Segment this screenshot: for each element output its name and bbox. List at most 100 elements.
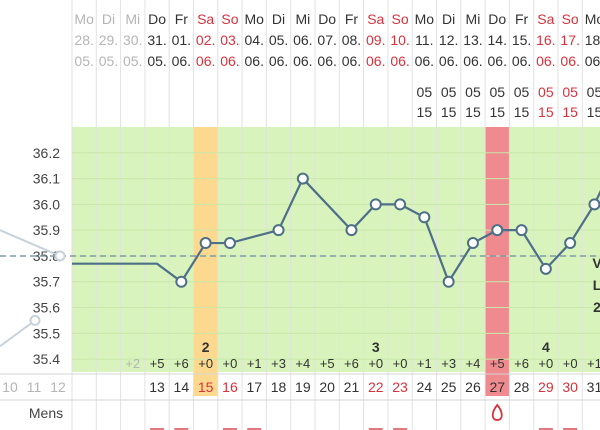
header-date: 18. (585, 32, 600, 48)
header-dow: Mo (415, 11, 435, 27)
temperature-point[interactable] (296, 172, 309, 185)
right-edge-label: L (593, 277, 600, 293)
header-column[interactable]: Di 05. 06. (269, 11, 288, 69)
cycle-day-label[interactable]: 31 (587, 379, 600, 395)
temperature-point[interactable] (199, 237, 212, 250)
temperature-point[interactable] (564, 237, 577, 250)
cycle-day-label[interactable]: 17 (246, 379, 262, 395)
header-column[interactable]: So 03. 06. (220, 11, 239, 69)
temperature-point[interactable] (491, 224, 504, 237)
header-column[interactable]: Sa 09. 06. (366, 11, 385, 69)
header-date: 02. (196, 32, 215, 48)
header-column[interactable]: Mo 04. 06. (245, 11, 265, 69)
header-column[interactable]: Di 12. 06. 05 15 (439, 11, 458, 120)
header-date: 03. (220, 32, 239, 48)
header-month: 05. (123, 53, 142, 69)
cycle-day-label[interactable]: 25 (441, 379, 457, 395)
header-column[interactable]: Di 29. 05. (99, 11, 118, 69)
header-column[interactable]: Mo 28. 05. (74, 11, 94, 69)
header-date: 07. (317, 32, 336, 48)
temperature-point[interactable] (369, 198, 382, 211)
header-date: 06. (293, 32, 312, 48)
header-month: 06. (439, 53, 458, 69)
header-column[interactable]: Fr 01. 06. (172, 11, 191, 69)
cycle-day-label[interactable]: 27 (489, 379, 505, 395)
y-tick-label: 35.9 (33, 222, 60, 238)
cycle-day-label[interactable]: 14 (174, 379, 190, 395)
cycle-day-label[interactable]: 18 (271, 379, 287, 395)
temperature-point[interactable] (418, 211, 431, 224)
cycle-day-label[interactable]: 16 (222, 379, 238, 395)
header-time: 05 (465, 84, 481, 100)
cycle-day-label[interactable]: 26 (465, 379, 481, 395)
temperature-point[interactable] (175, 275, 188, 288)
temperature-point[interactable] (345, 224, 358, 237)
cycle-day-label[interactable]: 22 (368, 379, 384, 395)
temperature-point[interactable] (588, 198, 600, 211)
header-column[interactable]: Mo 18. 06. 05 15 (585, 11, 600, 120)
temperature-point[interactable] (394, 198, 407, 211)
bottom-marker (222, 428, 237, 430)
day-offset-label: +6 (344, 356, 359, 371)
header-time: 15 (465, 104, 481, 120)
cycle-day-label[interactable]: 24 (417, 379, 433, 395)
header-date: 28. (74, 32, 93, 48)
temperature-point[interactable] (223, 237, 236, 250)
header-month: 06. (536, 53, 555, 69)
day-offset-label: +0 (368, 356, 383, 371)
header-date: 01. (172, 32, 191, 48)
header-date: 15. (512, 32, 531, 48)
header-month: 06. (342, 53, 361, 69)
header-column[interactable]: So 17. 06. 05 15 (560, 11, 579, 120)
header-column[interactable]: Do 14. 06. 05 15 (488, 11, 507, 120)
cycle-day-label[interactable]: 30 (562, 379, 578, 395)
header-column[interactable]: Fr 08. 06. (342, 11, 361, 69)
header-dow: So (221, 11, 238, 27)
temperature-point[interactable] (515, 224, 528, 237)
day-offset-label: +5 (150, 356, 165, 371)
header-month: 06. (245, 53, 264, 69)
temperature-point[interactable] (442, 275, 455, 288)
cycle-day-label[interactable]: 20 (319, 379, 335, 395)
day-offset-label: +0 (563, 356, 578, 371)
header-month: 06. (172, 53, 191, 69)
header-column[interactable]: Fr 15. 06. 05 15 (512, 11, 531, 120)
column-highlight-period-marker[interactable] (485, 127, 510, 396)
header-column[interactable]: Do 31. 05. (147, 11, 166, 69)
header-dow: Fr (345, 11, 359, 27)
header-column[interactable]: Mi 06. 06. (293, 11, 312, 69)
temperature-point[interactable] (272, 224, 285, 237)
y-tick-label: 35.5 (33, 325, 60, 341)
header-column[interactable]: So 10. 06. (390, 11, 409, 69)
column-highlight-weekend-marker[interactable] (193, 127, 218, 396)
drop-icon[interactable] (491, 403, 503, 421)
temperature-point[interactable] (466, 237, 479, 250)
cycle-day-label[interactable]: 28 (514, 379, 530, 395)
y-tick-label: 36.0 (33, 196, 60, 212)
header-dow: Sa (537, 11, 554, 27)
cycle-day-label[interactable]: 13 (149, 379, 165, 395)
cycle-day-label[interactable]: 23 (392, 379, 408, 395)
header-month: 06. (317, 53, 336, 69)
cycle-day-label[interactable]: 15 (198, 379, 214, 395)
cycle-day-label[interactable]: 21 (344, 379, 360, 395)
header-month: 05. (147, 53, 166, 69)
header-time: 15 (562, 104, 578, 120)
header-column[interactable]: Mi 13. 06. 05 15 (463, 11, 482, 120)
temperature-point[interactable] (539, 262, 552, 275)
header-time: 05 (587, 84, 600, 100)
header-column[interactable]: Mo 11. 06. 05 15 (415, 11, 435, 120)
cycle-day-label[interactable]: 19 (295, 379, 311, 395)
header-date: 08. (342, 32, 361, 48)
header-column[interactable]: Sa 16. 06. 05 15 (536, 11, 555, 120)
header-column[interactable]: Sa 02. 06. (196, 11, 215, 69)
header-column[interactable]: Do 07. 06. (317, 11, 336, 69)
header-dow: Mo (245, 11, 265, 27)
bottom-marker (174, 428, 189, 430)
header-dow: Do (318, 11, 336, 27)
header-dow: Di (102, 11, 115, 27)
cycle-day-label[interactable]: 29 (538, 379, 554, 395)
header-dow: Sa (367, 11, 384, 27)
header-column[interactable]: Mi 30. 05. (123, 11, 142, 69)
y-tick-label: 35.6 (33, 300, 60, 316)
